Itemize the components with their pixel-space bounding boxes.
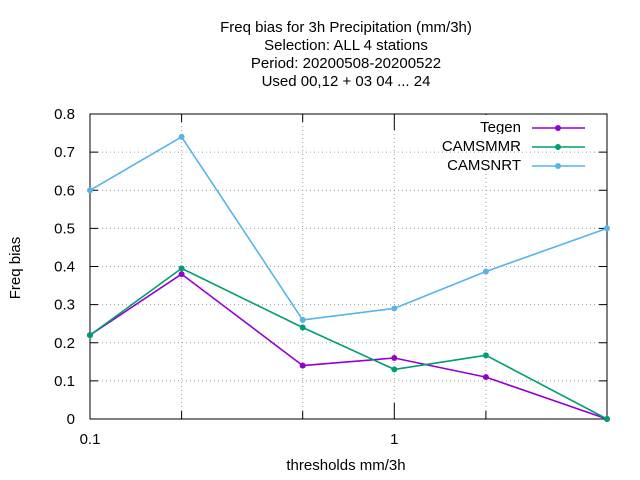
y-tick-label: 0.4 xyxy=(54,259,75,276)
data-point-camsmmr xyxy=(482,352,489,359)
y-tick-label: 0.1 xyxy=(54,373,75,390)
y-axis-label: Freq bias xyxy=(7,237,24,300)
legend-label: Tegen xyxy=(480,119,521,136)
data-point-camsmmr xyxy=(299,324,306,331)
data-point-tegen xyxy=(178,271,185,278)
legend-marker xyxy=(555,163,561,169)
legend-marker xyxy=(555,125,561,131)
y-tick-label: 0.2 xyxy=(54,335,75,352)
data-point-camsnrt xyxy=(87,187,93,194)
data-point-tegen xyxy=(482,374,489,381)
data-point-camsnrt xyxy=(299,316,306,323)
y-tick-label: 0 xyxy=(67,411,75,428)
x-tick-label: 1 xyxy=(390,431,398,448)
title-line: Used 00,12 + 03 04 ... 24 xyxy=(262,73,431,90)
y-tick-label: 0.5 xyxy=(54,220,75,237)
x-axis-label: thresholds mm/3h xyxy=(286,457,405,474)
title-line: Period: 20200508-20200522 xyxy=(251,55,441,72)
legend-marker xyxy=(555,144,561,150)
y-tick-label: 0.3 xyxy=(54,297,75,314)
legend-label: CAMSMMR xyxy=(442,138,521,155)
data-point-camsnrt xyxy=(604,225,610,232)
legend-label: CAMSNRT xyxy=(447,157,521,174)
series-line-camsnrt xyxy=(89,136,608,321)
data-point-camsmmr xyxy=(604,416,610,422)
data-point-camsnrt xyxy=(178,133,185,140)
title-line: Freq bias for 3h Precipitation (mm/3h) xyxy=(220,19,472,36)
y-tick-label: 0.6 xyxy=(54,182,75,199)
y-tick-label: 0.8 xyxy=(54,106,75,123)
data-point-camsmmr xyxy=(178,265,185,272)
data-point-camsnrt xyxy=(482,268,489,275)
legend: Tegen CAMSMMR CAMSNRT xyxy=(414,115,604,174)
data-point-camsmmr xyxy=(391,366,398,373)
data-point-tegen xyxy=(299,362,306,369)
series-line-tegen xyxy=(89,273,608,420)
x-axis: 0.1 1 xyxy=(80,114,487,448)
series-line-camsmmr xyxy=(89,267,608,420)
title-line: Selection: ALL 4 stations xyxy=(264,37,428,54)
data-point-tegen xyxy=(391,355,398,361)
chart-title: Freq bias for 3h Precipitation (mm/3h)Se… xyxy=(220,19,472,90)
data-point-camsmmr xyxy=(87,332,93,339)
y-tick-label: 0.7 xyxy=(54,144,75,161)
y-axis: 0 0.1 0.2 0.3 0.4 0.5 0.6 0.7 0.8 xyxy=(54,106,607,428)
data-point-camsnrt xyxy=(391,305,398,312)
x-tick-label: 0.1 xyxy=(80,431,101,448)
series xyxy=(87,133,610,422)
